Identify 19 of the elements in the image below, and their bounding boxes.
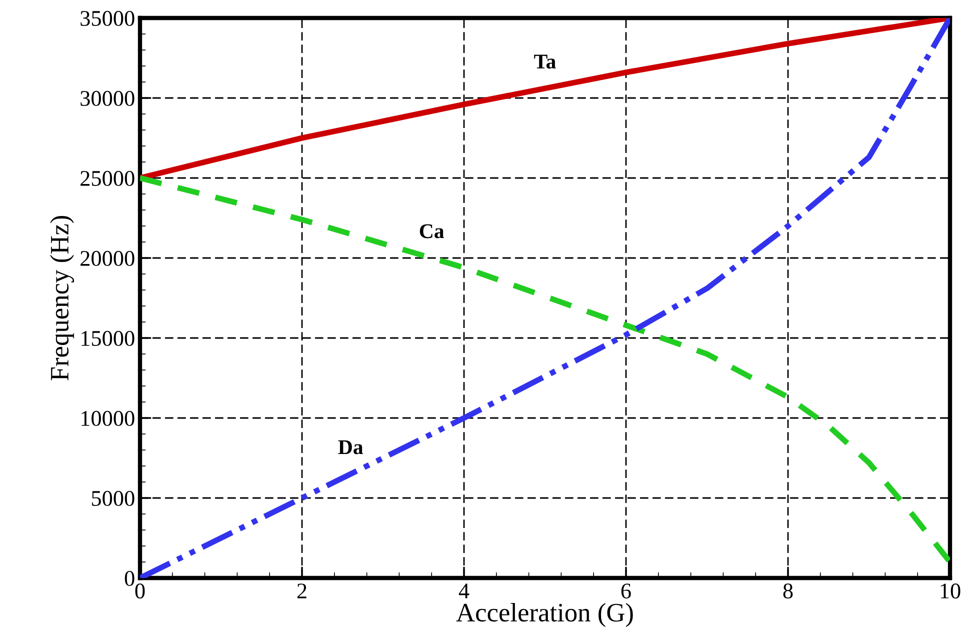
y-tick-label: 15000 <box>82 330 134 346</box>
y-tick-label: 0 <box>124 570 134 586</box>
y-tick-label: 30000 <box>80 90 134 106</box>
x-tick-label: 10 <box>940 584 960 598</box>
y-tick-label: 20000 <box>80 250 134 266</box>
x-tick-label: 4 <box>458 584 470 598</box>
series-label: Ta <box>534 54 556 69</box>
y-axis-title: Frequency (Hz) <box>50 216 74 380</box>
y-tick-label: 5000 <box>92 490 134 506</box>
x-tick-label: 2 <box>297 584 306 598</box>
y-tick-label: 25000 <box>80 170 134 186</box>
series-label: Ca <box>420 224 444 238</box>
x-tick-label: 0 <box>135 584 145 598</box>
series-label: Da <box>338 440 364 454</box>
y-tick-label: 35000 <box>80 10 134 26</box>
x-tick-label: 8 <box>783 584 793 598</box>
x-axis-title: Acceleration (G) <box>456 603 633 627</box>
x-tick-label: 6 <box>621 584 631 598</box>
y-tick-label: 10000 <box>82 410 134 426</box>
